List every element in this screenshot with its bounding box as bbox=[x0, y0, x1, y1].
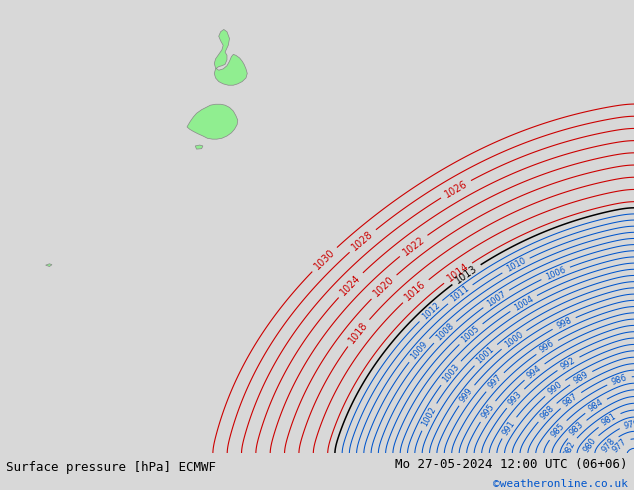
Text: 1026: 1026 bbox=[443, 178, 469, 199]
Text: 1004: 1004 bbox=[512, 294, 535, 313]
Text: 1003: 1003 bbox=[441, 362, 461, 384]
Text: 1028: 1028 bbox=[350, 229, 375, 253]
Text: 998: 998 bbox=[555, 316, 573, 331]
Text: 1007: 1007 bbox=[485, 289, 507, 308]
Text: 1002: 1002 bbox=[420, 406, 438, 428]
Text: 1005: 1005 bbox=[460, 323, 482, 344]
Text: 1016: 1016 bbox=[403, 279, 428, 303]
Text: 985: 985 bbox=[549, 421, 566, 439]
Polygon shape bbox=[195, 145, 203, 149]
Polygon shape bbox=[46, 264, 52, 267]
Text: 1024: 1024 bbox=[339, 273, 363, 297]
Text: 1012: 1012 bbox=[420, 300, 441, 321]
Text: 1018: 1018 bbox=[347, 320, 370, 345]
Text: 1020: 1020 bbox=[372, 275, 396, 299]
Text: 982: 982 bbox=[562, 440, 577, 458]
Text: 1001: 1001 bbox=[475, 344, 496, 365]
Text: 1008: 1008 bbox=[434, 321, 456, 343]
Text: 1006: 1006 bbox=[544, 265, 567, 281]
Text: Surface pressure [hPa] ECMWF: Surface pressure [hPa] ECMWF bbox=[6, 462, 216, 474]
Text: 992: 992 bbox=[559, 356, 578, 371]
Text: 978: 978 bbox=[600, 436, 617, 454]
Text: 980: 980 bbox=[581, 436, 598, 454]
Text: 1022: 1022 bbox=[401, 234, 426, 257]
Text: 996: 996 bbox=[538, 339, 556, 355]
Text: 1030: 1030 bbox=[312, 247, 337, 271]
Text: 983: 983 bbox=[568, 420, 586, 438]
Text: 989: 989 bbox=[572, 370, 590, 386]
Text: 979: 979 bbox=[623, 418, 634, 431]
Text: 990: 990 bbox=[546, 380, 564, 396]
Text: 994: 994 bbox=[526, 364, 543, 380]
Text: 999: 999 bbox=[458, 386, 475, 404]
Text: 981: 981 bbox=[600, 412, 618, 428]
Text: Mo 27-05-2024 12:00 UTC (06+06): Mo 27-05-2024 12:00 UTC (06+06) bbox=[395, 458, 628, 471]
Text: 987: 987 bbox=[562, 392, 579, 409]
Text: 997: 997 bbox=[486, 373, 503, 391]
Text: 993: 993 bbox=[507, 390, 524, 407]
Polygon shape bbox=[187, 104, 238, 139]
Text: 1013: 1013 bbox=[453, 263, 479, 286]
Text: 1009: 1009 bbox=[409, 339, 429, 361]
Text: 1010: 1010 bbox=[505, 256, 527, 274]
Text: 1014: 1014 bbox=[445, 262, 471, 284]
Text: 988: 988 bbox=[538, 403, 556, 421]
Text: 984: 984 bbox=[586, 398, 605, 414]
Text: 977: 977 bbox=[611, 437, 628, 454]
Text: 1011: 1011 bbox=[449, 284, 471, 304]
Text: ©weatheronline.co.uk: ©weatheronline.co.uk bbox=[493, 480, 628, 490]
Polygon shape bbox=[214, 29, 247, 85]
Text: 991: 991 bbox=[501, 418, 517, 437]
Text: 1000: 1000 bbox=[503, 330, 525, 349]
Text: 986: 986 bbox=[610, 373, 628, 387]
Text: 995: 995 bbox=[479, 402, 496, 420]
